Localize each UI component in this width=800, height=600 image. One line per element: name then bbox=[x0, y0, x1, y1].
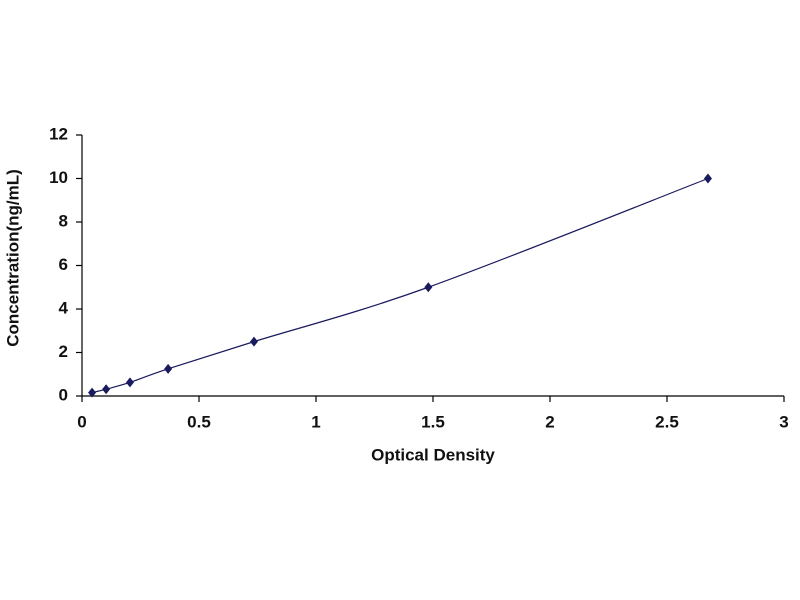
y-tick-label: 10 bbox=[49, 168, 68, 187]
y-tick-label: 6 bbox=[59, 255, 68, 274]
x-tick-label: 3 bbox=[779, 412, 788, 431]
data-point bbox=[102, 384, 111, 395]
y-axis-title: Concentration(ng/mL) bbox=[3, 169, 22, 347]
x-tick-label: 2 bbox=[545, 412, 554, 431]
x-tick-label: 0.5 bbox=[187, 412, 211, 431]
data-point bbox=[164, 363, 173, 374]
fit-curve bbox=[91, 177, 709, 394]
y-tick-label: 2 bbox=[59, 342, 68, 361]
x-tick-label: 1 bbox=[311, 412, 320, 431]
data-point bbox=[703, 173, 712, 184]
data-point bbox=[424, 282, 433, 293]
x-tick-label: 1.5 bbox=[421, 412, 445, 431]
y-tick-label: 4 bbox=[59, 298, 69, 317]
y-tick-label: 8 bbox=[59, 211, 68, 230]
x-tick-label: 2.5 bbox=[655, 412, 679, 431]
x-axis-title: Optical Density bbox=[371, 445, 495, 464]
data-point bbox=[125, 377, 134, 388]
y-tick-label: 12 bbox=[49, 124, 68, 143]
x-tick-label: 0 bbox=[77, 412, 86, 431]
data-point bbox=[249, 336, 258, 347]
y-tick-label: 0 bbox=[59, 385, 68, 404]
data-point bbox=[88, 387, 97, 398]
